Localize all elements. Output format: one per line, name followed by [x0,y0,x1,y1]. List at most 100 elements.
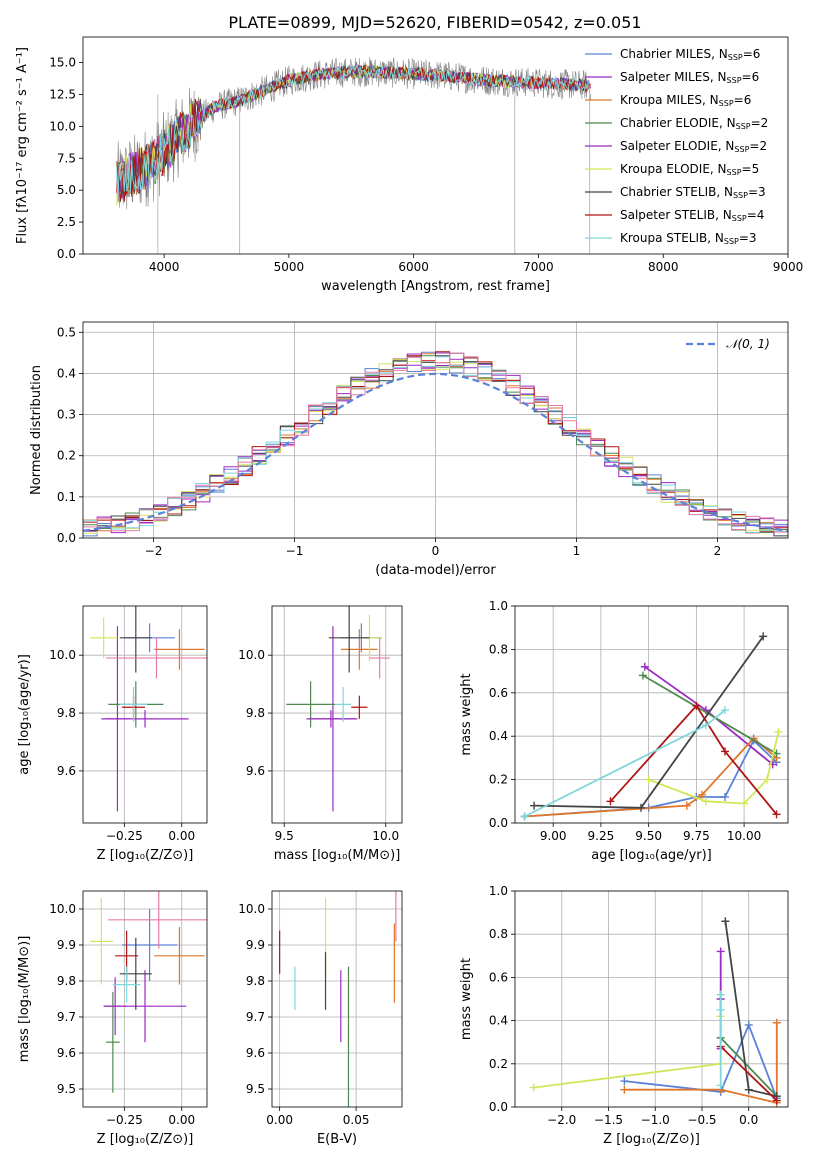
mass-weight-marker [692,701,701,710]
plot-area [286,606,390,812]
axes-frame [82,321,789,539]
mass-weight-marker [638,671,647,680]
x-tick-label: 0.05 [343,1113,370,1127]
legend-value: =2 [751,116,769,130]
mass-weight-marker [716,1005,725,1014]
x-tick-label: 10.00 [727,829,761,843]
x-tick-label: −0.5 [687,1113,716,1127]
y-axis-label: Flux [fλ10⁻¹⁷ erg cm⁻² s⁻¹ A⁻¹] [15,47,30,244]
y-tick-label: 9.9 [57,938,76,952]
x-tick-label: 9.75 [683,829,710,843]
model-spectrum-line [116,65,589,203]
x-tick-label: 0.0 [739,1113,758,1127]
y-tick-label: 0.6 [489,970,508,984]
mass-weight-marker [772,810,781,819]
axes-frame [271,890,403,1108]
legend-subscript: SSP [734,145,749,154]
x-tick-label: 1 [573,544,581,558]
y-tick-label: 0.2 [489,773,508,787]
y-tick-label: 1.0 [489,599,508,613]
x-tick-label: 0.00 [168,1113,195,1127]
x-axis-label: Z [log₁₀(Z/Z⊙)] [603,1132,700,1147]
legend-subscript: SSP [724,237,739,246]
plot-area [89,891,207,1093]
legend-value: =6 [742,70,760,84]
normal-distribution-curve [83,372,788,532]
legend-value: =5 [742,162,760,176]
mass-vs-metallicity-panel: −0.25 0.00 9.5 9.6 9.7 9.8 9.9 10.0 Z [log₁₀(Z/Z… [17,890,208,1147]
y-tick-label: 9.7 [57,1010,76,1024]
legend-value: =3 [748,185,766,199]
legend-subscript: SSP [732,214,747,223]
mass-weight-marker [701,797,710,806]
y-tick-label: 9.8 [246,706,265,720]
axes-frame [82,36,789,255]
x-axis-label: Z [log₁₀(Z/Z⊙)] [97,1132,194,1147]
x-tick-label: 0.00 [168,829,195,843]
y-tick-label: 10.0 [49,648,76,662]
y-axis-label: mass weight [459,958,474,1040]
x-tick-label: −2.0 [547,1113,576,1127]
legend-entry: Salpeter MILES, NSSP=6 [620,70,759,85]
mass-weight-marker [716,990,725,999]
legend-subscript: SSP [728,53,743,62]
mass-weight-marker [530,801,539,810]
y-tick-label: 0.4 [489,1014,508,1028]
mass-weight-vs-metallicity-panel: −2.0 −1.5 −1.0 −0.5 0.0 0.0 0.2 0.4 0.6 0.8 1.0 Z [… [459,884,789,1147]
legend-entry: Chabrier STELIB, NSSP=3 [620,185,766,200]
x-tick-label: 6000 [398,260,429,274]
y-tick-label: 1.0 [489,884,508,898]
plot-area [520,632,783,821]
y-tick-label: 0.8 [489,927,508,941]
y-tick-label: 15.0 [49,56,76,70]
y-tick-label: 10.0 [238,902,265,916]
y-tick-label: 0.5 [57,325,76,339]
y-tick-label: 10.0 [49,902,76,916]
x-axis-label: mass [log₁₀(M/M⊙)] [274,848,401,863]
mass-weight-marker [740,799,749,808]
y-axis-label: mass [log₁₀(M/M⊙)] [17,936,32,1063]
x-tick-label: 7000 [523,260,554,274]
y-tick-label: 0.8 [489,642,508,656]
y-tick-label: 9.5 [246,1082,265,1096]
mass-weight-marker [620,1085,629,1094]
y-axis-label: Normed distribution [29,365,44,495]
y-tick-label: 0.2 [489,1057,508,1071]
x-tick-label: 0.00 [266,1113,293,1127]
mass-weight-marker [682,801,691,810]
mass-weight-marker [529,1083,538,1092]
mass-weight-marker [772,1096,781,1105]
x-tick-label: 9.25 [588,829,615,843]
y-tick-label: 9.7 [246,1010,265,1024]
mass-weight-marker [620,1077,629,1086]
mass-weight-marker [640,662,649,671]
mass-weight-line [720,1037,778,1097]
legend-value: =6 [743,47,761,61]
mass-weight-marker [744,1020,753,1029]
legend-entry: Chabrier ELODIE, NSSP=2 [620,116,768,131]
y-tick-label: 2.5 [57,215,76,229]
y-tick-label: 7.5 [57,151,76,165]
y-tick-label: 0.4 [489,729,508,743]
axes-frame [82,890,208,1108]
legend-entry: Kroupa ELODIE, NSSP=5 [620,162,759,177]
mass-weight-marker [701,721,710,730]
figure-title: PLATE=0899, MJD=52620, FIBERID=0542, z=0… [228,13,641,32]
mass-weight-marker [763,775,771,784]
plot-area [116,57,592,254]
mass-weight-marker [520,812,529,821]
mass-weight-marker [606,797,615,806]
age-vs-metallicity-panel: −0.25 0.00 9.6 9.8 10.0 Z [log₁₀(Z/Z⊙)] age [l… [17,605,208,863]
y-tick-label: 9.9 [246,938,265,952]
legend-value: =6 [734,93,752,107]
plot-area [529,917,781,1107]
mass-weight-line [524,739,778,818]
y-tick-label: 9.6 [246,1046,265,1060]
mass-weight-marker [772,1018,781,1027]
y-tick-label: 0.4 [57,366,76,380]
age-vs-mass-panel: 9.5 10.0 9.6 9.8 10.0 mass [log₁₀(M/M⊙)] [238,605,403,863]
residual-histogram-step [83,352,788,533]
mass-weight-line [720,1045,778,1102]
legend-entry: Salpeter ELODIE, NSSP=2 [620,139,767,154]
legend-entry: Kroupa MILES, NSSP=6 [620,93,751,108]
